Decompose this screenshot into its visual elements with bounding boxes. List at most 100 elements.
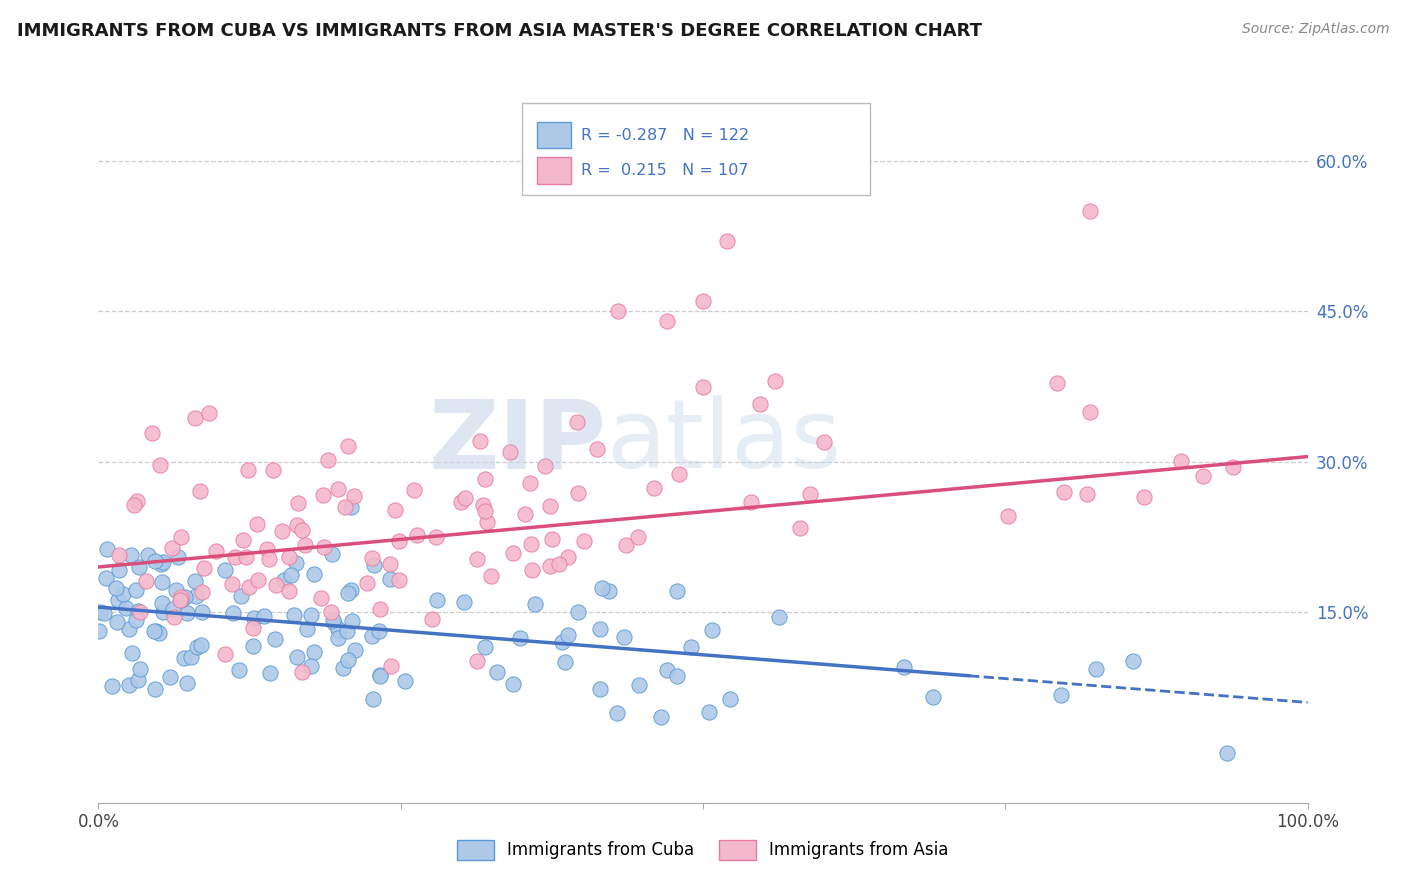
Point [253, 609, 276, 624]
Point [465, 654, 488, 668]
Point [328, 624, 350, 638]
Point [264, 578, 287, 592]
Point [108, 549, 131, 563]
Point [188, 484, 211, 499]
Point [224, 549, 246, 564]
Point [221, 577, 243, 591]
Point [232, 533, 254, 547]
Point [340, 614, 363, 628]
Point [692, 294, 714, 309]
Point [380, 572, 402, 586]
Point [87, 624, 110, 638]
Point [152, 605, 174, 619]
Point [173, 591, 195, 605]
Point [160, 541, 183, 556]
Point [1046, 376, 1069, 391]
Point [291, 523, 314, 537]
Point [214, 563, 236, 577]
Point [129, 662, 152, 676]
Point [548, 557, 571, 571]
Point [997, 509, 1019, 524]
Point [342, 489, 364, 503]
Point [283, 608, 305, 623]
Point [524, 597, 547, 611]
Point [246, 516, 269, 531]
Point [143, 682, 166, 697]
Point [1078, 405, 1101, 419]
Point [541, 532, 564, 546]
Point [718, 692, 741, 706]
Point [242, 639, 264, 653]
Point [394, 674, 416, 689]
Point [312, 541, 335, 555]
Point [125, 613, 148, 627]
Point [384, 503, 406, 517]
Point [104, 581, 127, 595]
Point [143, 624, 166, 638]
Point [567, 605, 589, 619]
Point [170, 593, 193, 607]
Point [122, 499, 145, 513]
Point [388, 573, 411, 587]
Point [304, 566, 326, 581]
Point [125, 494, 148, 508]
Point [606, 706, 628, 720]
Point [538, 558, 561, 573]
Point [356, 575, 378, 590]
Point [502, 546, 524, 560]
Point [162, 602, 184, 616]
Point [475, 515, 498, 529]
Point [263, 632, 285, 646]
Point [425, 530, 447, 544]
Text: IMMIGRANTS FROM CUBA VS IMMIGRANTS FROM ASIA MASTER'S DEGREE CORRELATION CHART: IMMIGRANTS FROM CUBA VS IMMIGRANTS FROM … [17, 22, 981, 40]
Point [238, 580, 260, 594]
Point [198, 406, 221, 420]
Point [332, 661, 354, 675]
Point [120, 548, 142, 562]
Point [450, 495, 472, 509]
Point [893, 660, 915, 674]
Point [799, 486, 821, 500]
Point [1085, 662, 1108, 676]
Point [159, 670, 181, 684]
Point [311, 488, 333, 502]
Point [128, 560, 150, 574]
Point [368, 669, 391, 683]
Point [204, 544, 226, 558]
Point [479, 569, 502, 583]
Point [163, 609, 186, 624]
Point [567, 485, 589, 500]
Point [262, 462, 284, 476]
Point [150, 575, 173, 590]
Point [1133, 491, 1156, 505]
Point [665, 669, 688, 683]
Point [273, 573, 295, 587]
Point [789, 521, 811, 535]
Point [363, 558, 385, 573]
Point [304, 644, 326, 658]
Point [589, 622, 612, 636]
Point [572, 534, 595, 549]
Point [453, 594, 475, 608]
Point [128, 605, 150, 619]
Point [1076, 487, 1098, 501]
Point [285, 556, 308, 570]
Point [270, 524, 292, 539]
Point [598, 584, 620, 599]
Point [485, 665, 508, 680]
Point [1078, 203, 1101, 218]
Point [749, 397, 772, 411]
Point [186, 640, 208, 654]
Point [145, 624, 167, 638]
Point [405, 528, 427, 542]
Point [259, 665, 281, 680]
Point [426, 592, 449, 607]
Point [340, 500, 363, 514]
Point [96, 541, 118, 556]
Point [136, 548, 159, 562]
Point [768, 610, 790, 624]
Point [143, 554, 166, 568]
Point [166, 549, 188, 564]
Point [471, 498, 494, 512]
Point [627, 678, 650, 692]
